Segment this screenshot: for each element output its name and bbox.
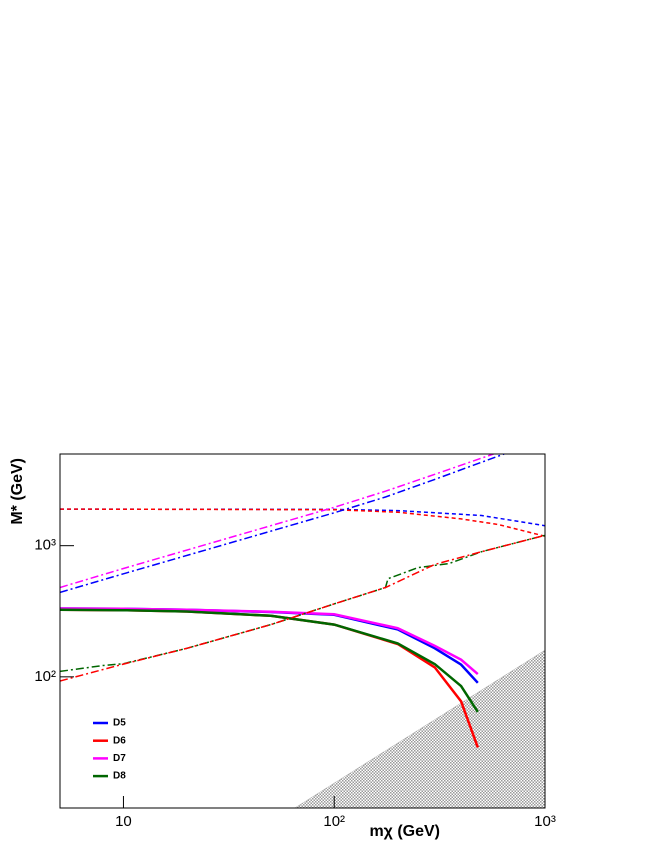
plot-area <box>60 454 545 808</box>
series-line <box>60 534 545 673</box>
frame <box>59 453 546 809</box>
series-line <box>60 454 505 594</box>
x-tick-label: 10² <box>323 813 345 830</box>
legend-label: D6 <box>113 735 126 746</box>
legend-label: D5 <box>113 718 126 729</box>
series-line <box>60 534 545 682</box>
x-tick-label: 10 <box>115 813 132 830</box>
series-line <box>60 508 545 527</box>
y-axis-title: M* (GeV) <box>9 458 26 525</box>
y-tick-label: 10² <box>34 668 56 685</box>
series-line <box>60 607 479 676</box>
series-line <box>60 608 479 713</box>
x-axis-title: mχ (GeV) <box>369 823 440 840</box>
y-tick-label: 10³ <box>34 537 56 554</box>
x-tick-label: 10³ <box>534 813 556 830</box>
series-line <box>60 607 479 684</box>
series-line <box>60 454 494 589</box>
excluded-region <box>294 649 545 808</box>
legend-label: D7 <box>113 753 126 764</box>
legend-label: D8 <box>113 771 126 782</box>
